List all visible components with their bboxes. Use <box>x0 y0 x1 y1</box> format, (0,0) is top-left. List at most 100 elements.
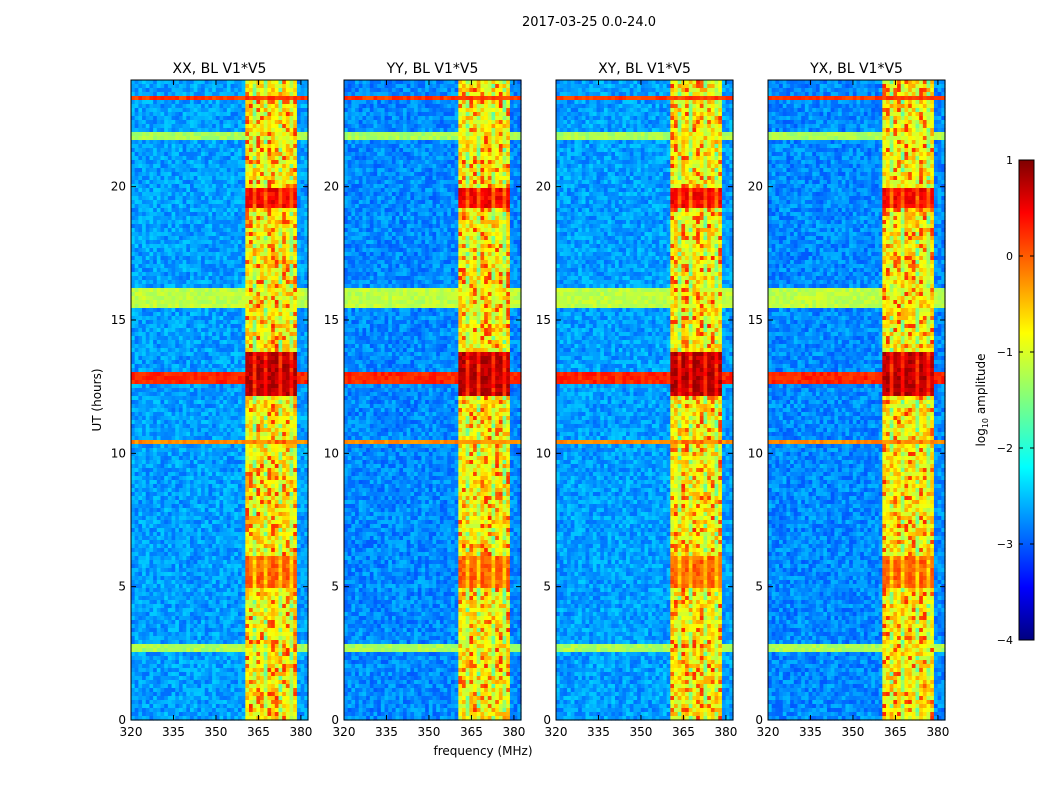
heatmap-cell <box>194 80 198 85</box>
heatmap-cell <box>256 88 260 93</box>
heatmap-cell <box>186 84 190 89</box>
heatmap-cell <box>231 128 235 133</box>
heatmap-cell <box>227 88 231 93</box>
heatmap-cell <box>197 96 201 101</box>
heatmap-cell <box>172 132 176 137</box>
heatmap-cell <box>260 96 264 101</box>
heatmap-cell <box>260 104 264 109</box>
heatmap-cell <box>216 196 220 201</box>
heatmap-cell <box>175 140 179 145</box>
heatmap-cell <box>205 84 209 89</box>
heatmap-cell <box>245 120 249 125</box>
heatmap-cell <box>279 136 283 141</box>
heatmap-cell <box>249 136 253 141</box>
heatmap-cell <box>183 160 187 165</box>
heatmap-cell <box>275 120 279 125</box>
heatmap-cell <box>286 176 290 181</box>
heatmap-cell <box>242 180 246 185</box>
heatmap-cell <box>227 84 231 89</box>
heatmap-cell <box>290 180 294 185</box>
heatmap-cell <box>297 184 301 189</box>
heatmap-cell <box>267 184 271 189</box>
heatmap-cell <box>256 164 260 169</box>
heatmap-cell <box>135 132 139 137</box>
heatmap-cell <box>190 80 194 85</box>
heatmap-cell <box>197 84 201 89</box>
heatmap-cell <box>168 136 172 141</box>
heatmap-cell <box>161 176 165 181</box>
heatmap-cell <box>168 92 172 97</box>
heatmap-cell <box>245 108 249 113</box>
heatmap-cell <box>253 176 257 181</box>
heatmap-cell <box>220 172 224 177</box>
heatmap-cell <box>194 96 198 101</box>
heatmap-cell <box>172 144 176 149</box>
heatmap-cell <box>275 164 279 169</box>
heatmap-cell <box>131 188 135 193</box>
heatmap-cell <box>220 196 224 201</box>
heatmap-cell <box>282 128 286 133</box>
heatmap-cell <box>245 148 249 153</box>
heatmap-cell <box>157 116 161 121</box>
heatmap-cell <box>223 112 227 117</box>
heatmap-cell <box>153 192 157 197</box>
heatmap-cell <box>238 160 242 165</box>
heatmap-cell <box>253 84 257 89</box>
heatmap-cell <box>290 120 294 125</box>
heatmap-cell <box>201 100 205 105</box>
heatmap-cell <box>256 184 260 189</box>
heatmap-cell <box>238 128 242 133</box>
heatmap-cell <box>208 140 212 145</box>
heatmap-cell <box>297 128 301 133</box>
heatmap-cell <box>161 96 165 101</box>
heatmap-cell <box>131 176 135 181</box>
heatmap-cell <box>264 140 268 145</box>
heatmap-cell <box>149 80 153 85</box>
heatmap-cell <box>208 196 212 201</box>
heatmap-cell <box>168 88 172 93</box>
heatmap-cell <box>271 192 275 197</box>
heatmap-cell <box>242 156 246 161</box>
heatmap-cell <box>286 160 290 165</box>
heatmap-cell <box>131 100 135 105</box>
heatmap-cell <box>279 124 283 129</box>
heatmap-cell <box>208 124 212 129</box>
heatmap-cell <box>293 188 297 193</box>
heatmap-cell <box>231 160 235 165</box>
heatmap-cell <box>138 128 142 133</box>
heatmap-cell <box>205 128 209 133</box>
heatmap-cell <box>205 164 209 169</box>
heatmap-cell <box>223 144 227 149</box>
heatmap-cell <box>264 84 268 89</box>
heatmap-cell <box>168 112 172 117</box>
heatmap-cell <box>253 148 257 153</box>
heatmap-cell <box>260 128 264 133</box>
heatmap-cell <box>242 172 246 177</box>
heatmap-cell <box>242 120 246 125</box>
heatmap-cell <box>275 172 279 177</box>
heatmap-cell <box>249 144 253 149</box>
heatmap-cell <box>205 140 209 145</box>
heatmap-cell <box>216 148 220 153</box>
heatmap-cell <box>161 92 165 97</box>
heatmap-cell <box>242 168 246 173</box>
heatmap-cell <box>157 168 161 173</box>
heatmap-cell <box>190 84 194 89</box>
heatmap-cell <box>172 168 176 173</box>
heatmap-cell <box>260 140 264 145</box>
heatmap-cell <box>197 176 201 181</box>
heatmap-cell <box>153 104 157 109</box>
heatmap-cell <box>179 152 183 157</box>
heatmap-cell <box>205 92 209 97</box>
heatmap-cell <box>212 168 216 173</box>
heatmap-cell <box>227 168 231 173</box>
heatmap-cell <box>260 116 264 121</box>
heatmap-cell <box>264 108 268 113</box>
heatmap-cell <box>194 132 198 137</box>
heatmap-cell <box>238 104 242 109</box>
heatmap-cell <box>293 152 297 157</box>
heatmap-cell <box>194 164 198 169</box>
heatmap-cell <box>256 92 260 97</box>
heatmap-cell <box>275 196 279 201</box>
heatmap-cell <box>175 128 179 133</box>
